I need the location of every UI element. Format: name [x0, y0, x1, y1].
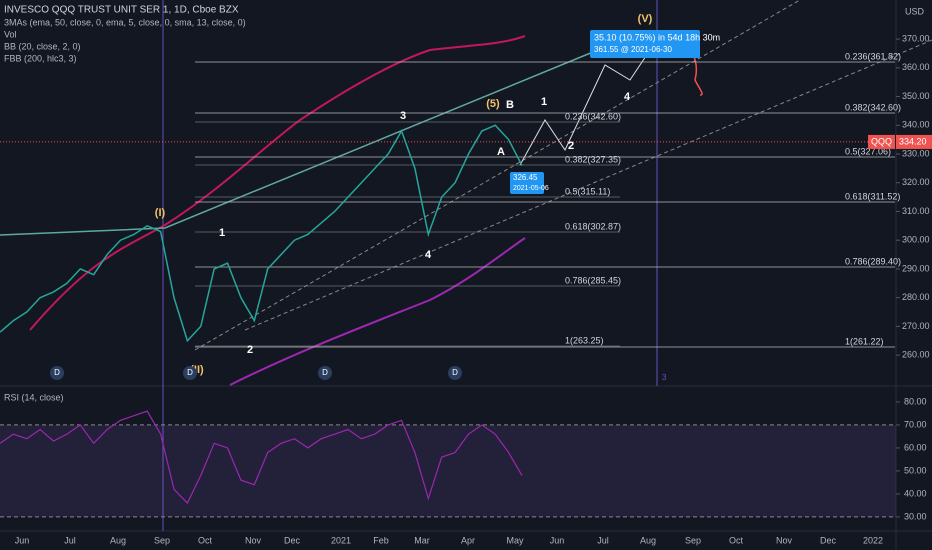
fib-label: 0.786(285.45) [565, 275, 621, 285]
price-line [0, 124, 523, 343]
price-tick-label: 260.00 [902, 349, 930, 359]
fib-label: 0.618(302.87) [565, 221, 621, 231]
time-label: Oct [729, 535, 744, 545]
time-label: May [506, 535, 524, 545]
indicator-label: FBB (200, hlc3, 3) [4, 53, 77, 63]
rsi-tick-label: 30.00 [904, 511, 927, 521]
dividend-marker [448, 366, 462, 380]
time-label: Jun [15, 535, 30, 545]
dividend-label: D [54, 368, 60, 377]
point-price: 326.45 [513, 173, 538, 182]
rsi-tick-label: 80.00 [904, 396, 927, 406]
dividend-label: D [322, 368, 328, 377]
dividend-marker [50, 366, 64, 380]
projected-path [519, 49, 651, 166]
wave-label: 2 [568, 140, 574, 152]
wave-label: 4 [425, 249, 432, 261]
time-label: 2021 [331, 535, 351, 545]
dividend-label: D [452, 368, 458, 377]
wave-label: (I) [155, 207, 166, 219]
time-label: Sep [685, 535, 701, 545]
fib-label: 0.382(342.60) [845, 102, 901, 112]
lower-band [229, 237, 526, 386]
time-label: Mar [414, 535, 430, 545]
channel-line [0, 44, 611, 236]
time-label: Nov [776, 535, 793, 545]
time-label: Aug [110, 535, 126, 545]
indicator-label: Vol [4, 29, 17, 39]
fib-label: 0.618(311.52) [845, 191, 900, 201]
wave-label: 1 [541, 96, 547, 108]
fib-label: 0.786(289.40) [845, 256, 901, 266]
last-price-label: 334.20 [899, 136, 927, 146]
channel-line [194, 0, 801, 351]
fib-label: 0.236(361.82) [845, 51, 901, 61]
time-label: 2022 [863, 535, 883, 545]
dividend-label: D [187, 368, 193, 377]
time-label: Aug [640, 535, 656, 545]
point-date: 2021-05-06 [513, 185, 549, 192]
wave-label: 1 [219, 227, 225, 239]
wave-label: A [497, 146, 505, 158]
rsi-tick-label: 40.00 [904, 488, 927, 498]
price-tick-label: 320.00 [902, 177, 930, 187]
time-label: Jul [597, 535, 609, 545]
rsi-tick-label: 60.00 [904, 442, 927, 452]
fib-label: 0.5(315.11) [565, 186, 610, 196]
fib-label: 0.236(342.60) [565, 111, 621, 121]
price-tick-label: 340.00 [902, 120, 930, 130]
fib-label: 1(261.22) [845, 336, 884, 346]
wave-label: 4 [624, 91, 631, 103]
upper-band [29, 35, 526, 331]
fib-label: 0.382(327.35) [565, 154, 621, 164]
indicator-label: BB (20, close, 2, 0) [4, 41, 81, 51]
time-label: Dec [284, 535, 301, 545]
price-tick-label: 330.00 [902, 148, 930, 158]
wave-label: 2 [247, 344, 253, 356]
time-label: Jul [64, 535, 76, 545]
projection-box [590, 30, 700, 58]
wave-label: B [506, 99, 514, 111]
dividend-marker [183, 366, 197, 380]
symbol-title: INVESCO QQQ TRUST UNIT SER 1, 1D, Cboe B… [4, 5, 239, 16]
wave-label: 3 [400, 110, 406, 122]
price-tick-label: 270.00 [902, 321, 930, 331]
dividend-marker [318, 366, 332, 380]
wave-label: (V) [638, 13, 653, 25]
rsi-title: RSI (14, close) [4, 392, 64, 402]
price-tick-label: 350.00 [902, 91, 930, 101]
time-label: Nov [245, 535, 262, 545]
last-price-tag [896, 134, 932, 149]
rsi-tick-label: 70.00 [904, 419, 927, 429]
time-label: Jun [550, 535, 565, 545]
price-tick-label: 310.00 [902, 206, 930, 216]
indicator-label: 3MAs (ema, 50, close, 0, ema, 5, close, … [4, 17, 246, 27]
fib-label: 1(263.25) [565, 335, 604, 345]
rsi-tick-label: 50.00 [904, 465, 927, 475]
rsi-line [0, 410, 523, 505]
rsi-band [0, 424, 896, 517]
point-box [510, 172, 544, 194]
fib-label: 0.5(327.06) [845, 146, 891, 156]
time-label: Apr [461, 535, 475, 545]
bar-marker: 3 [662, 373, 667, 382]
symbol-tag-label: QQQ [871, 136, 892, 146]
price-tick-label: 370.00 [902, 33, 930, 43]
price-tick-label: 280.00 [902, 292, 930, 302]
price-tick-label: 290.00 [902, 263, 930, 273]
price-tick-label: 300.00 [902, 235, 930, 245]
symbol-tag [868, 134, 895, 149]
price-tick-label: 360.00 [902, 62, 930, 72]
wave-label: (5) [486, 98, 500, 110]
currency: USD [905, 6, 925, 16]
time-label: Sep [154, 535, 170, 545]
projection-target: 361.55 @ 2021-06-30 [594, 45, 673, 54]
projection-change: 35.10 (10.75%) in 54d 18h 30m [594, 32, 720, 42]
time-label: Oct [198, 535, 213, 545]
time-label: Dec [820, 535, 837, 545]
channel-line [244, 39, 932, 331]
time-label: Feb [373, 535, 389, 545]
